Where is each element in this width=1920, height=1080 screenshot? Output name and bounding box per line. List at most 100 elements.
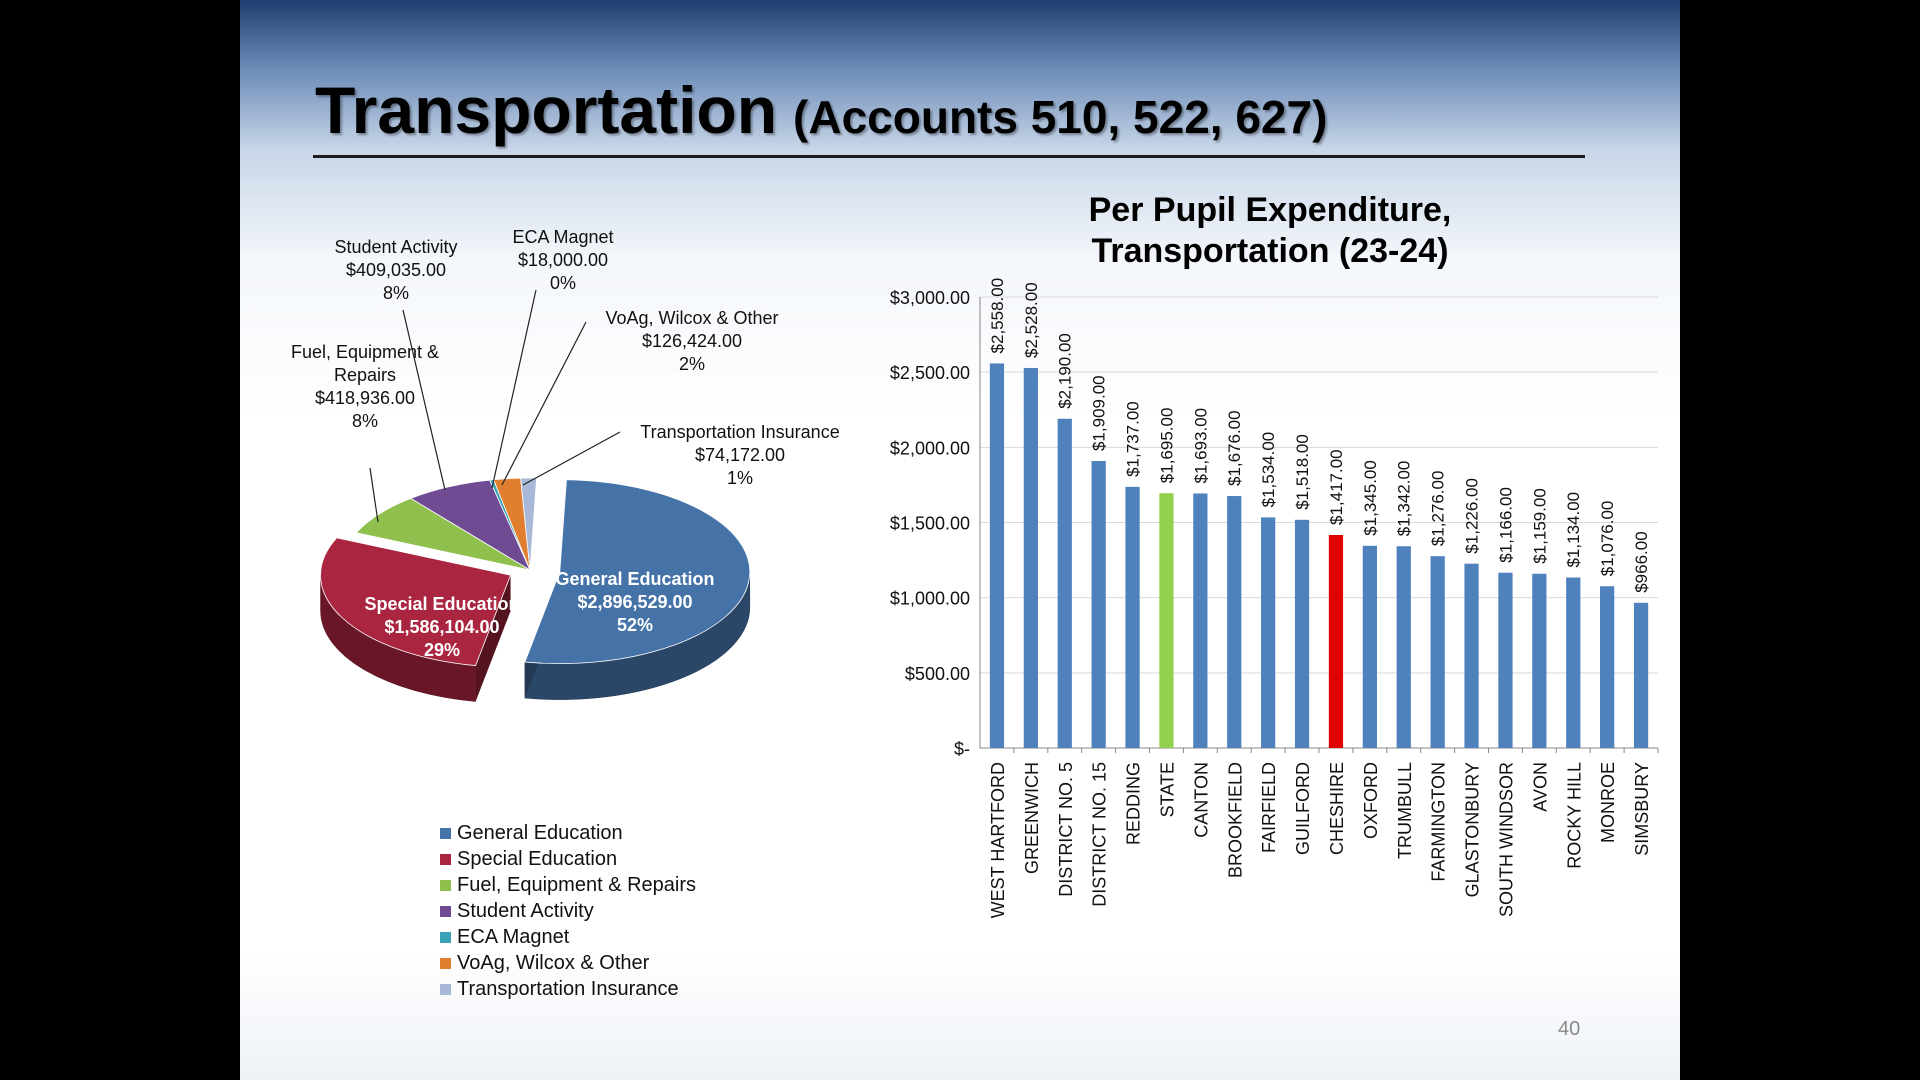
data-label: $1,076.00 [1598,501,1617,577]
callout-eca-line: ECA Magnet [512,227,613,247]
data-label: $1,134.00 [1564,492,1583,568]
bar-trumbull [1396,546,1411,748]
bar-cheshire [1328,534,1344,748]
callout-eca: ECA Magnet $18,000.00 0% [491,227,614,489]
callout-fuel-line: Fuel, Equipment & [291,342,439,362]
y-tick-label: $1,000.00 [890,589,970,609]
bar-district-no-15 [1091,461,1106,748]
bar-glastonbury [1464,563,1479,748]
bar-canton [1193,493,1208,748]
callout-eca-line: $18,000.00 [518,250,608,270]
page-number: 40 [1558,1018,1581,1040]
y-tick-label: $1,500.00 [890,514,970,534]
bar-south-windsor [1498,572,1513,748]
legend-swatch [440,931,451,943]
y-tick-label: $2,500.00 [890,363,970,383]
x-tick-label: SOUTH WINDSOR [1496,762,1516,917]
x-tick-label: DISTRICT NO. 5 [1056,762,1076,897]
x-tick-label: WEST HARTFORD [988,762,1008,918]
legend-label: Transportation Insurance [457,977,679,1000]
data-label: $1,166.00 [1496,487,1515,563]
bar-rocky-hill [1566,577,1581,748]
x-tick-label: CHESHIRE [1327,762,1347,855]
legend-swatch [440,853,451,865]
label-general-education: General Education $2,896,529.00 52% [555,569,714,635]
title-main: Transportation [315,73,778,147]
bar-state [1159,493,1174,748]
label-general-education-line: General Education [555,569,714,589]
bar-brookfield [1227,496,1242,748]
legend-swatch [440,905,451,917]
callout-voag-line: $126,424.00 [642,331,742,351]
legend-item: Special Education [440,846,780,872]
callout-voag-line: 2% [679,354,705,374]
label-special-education-line: Special Education [364,594,519,614]
bar-chart: $- $500.00 $1,000.00 $1,500.00 $2,000.00 $2,5… [890,278,1659,918]
legend-item: General Education [440,820,780,846]
callout-student-line: 8% [383,283,409,303]
data-label: $1,417.00 [1327,449,1346,525]
title-underline [313,155,1585,158]
data-label: $1,226.00 [1463,478,1482,554]
slide: Transportation (Accounts 510, 522, 627) G… [240,0,1680,1080]
data-label: $1,909.00 [1090,375,1109,451]
bar-chart-title-line-2: Transportation (23-24) [1091,232,1449,270]
legend-item: Fuel, Equipment & Repairs [440,872,780,898]
callout-fuel-line: Repairs [334,365,396,385]
legend-item: VoAg, Wilcox & Other [440,950,780,976]
bar-simsbury [1633,602,1649,748]
callout-insurance-line: 1% [727,468,753,488]
legend-label: General Education [457,821,623,844]
label-general-education-line: $2,896,529.00 [577,592,692,612]
callout-voag: VoAg, Wilcox & Other $126,424.00 2% [501,308,779,486]
x-tick-label: FAIRFIELD [1259,762,1279,853]
data-label: $1,276.00 [1429,471,1448,547]
bar-guilford [1294,519,1310,748]
x-tick-label: AVON [1530,762,1550,812]
title-subtitle: (Accounts 510, 522, 627) [793,91,1328,143]
x-tick-label: FARMINGTON [1429,762,1449,882]
callout-eca-line: 0% [550,273,576,293]
data-label: $1,345.00 [1361,460,1380,536]
data-label: $1,518.00 [1293,434,1312,510]
data-label: $966.00 [1632,531,1651,592]
data-label: $1,159.00 [1530,488,1549,564]
bar-fairfield [1261,517,1276,748]
callout-leader-line [501,321,587,486]
callout-fuel-line: $418,936.00 [315,388,415,408]
legend-label: Student Activity [457,899,594,922]
x-tick-label: GUILFORD [1293,762,1313,855]
data-label: $1,693.00 [1191,408,1210,484]
y-tick-label: $- [954,739,970,759]
bar-redding [1125,486,1140,748]
legend-label: ECA Magnet [457,925,570,948]
x-tick-label: SIMSBURY [1632,762,1652,856]
y-axis: $- $500.00 $1,000.00 $1,500.00 $2,000.00 $2,5… [890,288,1658,759]
legend-label: VoAg, Wilcox & Other [457,951,650,974]
x-tick-label: TRUMBULL [1395,762,1415,859]
callout-student-line: Student Activity [334,237,457,257]
pie-chart: General Education $2,896,529.00 52% Special… [291,227,840,702]
data-label: $2,528.00 [1022,282,1041,358]
data-label: $1,342.00 [1395,461,1414,537]
x-tick-label: BROOKFIELD [1225,762,1245,878]
x-tick-label: CANTON [1191,762,1211,838]
label-special-education: Special Education $1,586,104.00 29% [364,594,519,660]
bars: $2,558.00 WEST HARTFORD $2,528.00 GREENWICH… [988,278,1659,918]
data-label: $1,676.00 [1225,410,1244,486]
legend-item: ECA Magnet [440,924,780,950]
x-tick-label: DISTRICT NO. 15 [1090,762,1110,907]
bar-monroe [1600,586,1615,748]
x-tick-label: MONROE [1598,762,1618,843]
callout-voag-line: VoAg, Wilcox & Other [605,308,778,328]
callout-leader-line [491,289,537,489]
legend-swatch [440,827,451,839]
legend-swatch [440,879,451,891]
legend-swatch [440,957,451,969]
callout-fuel: Fuel, Equipment & Repairs $418,936.00 8% [291,342,439,523]
data-label: $2,558.00 [988,278,1007,354]
y-tick-label: $2,000.00 [890,438,970,458]
x-tick-label: OXFORD [1361,762,1381,839]
pie-legend: General Education Special Education Fuel, … [440,820,780,1002]
label-special-education-line: $1,586,104.00 [384,617,499,637]
